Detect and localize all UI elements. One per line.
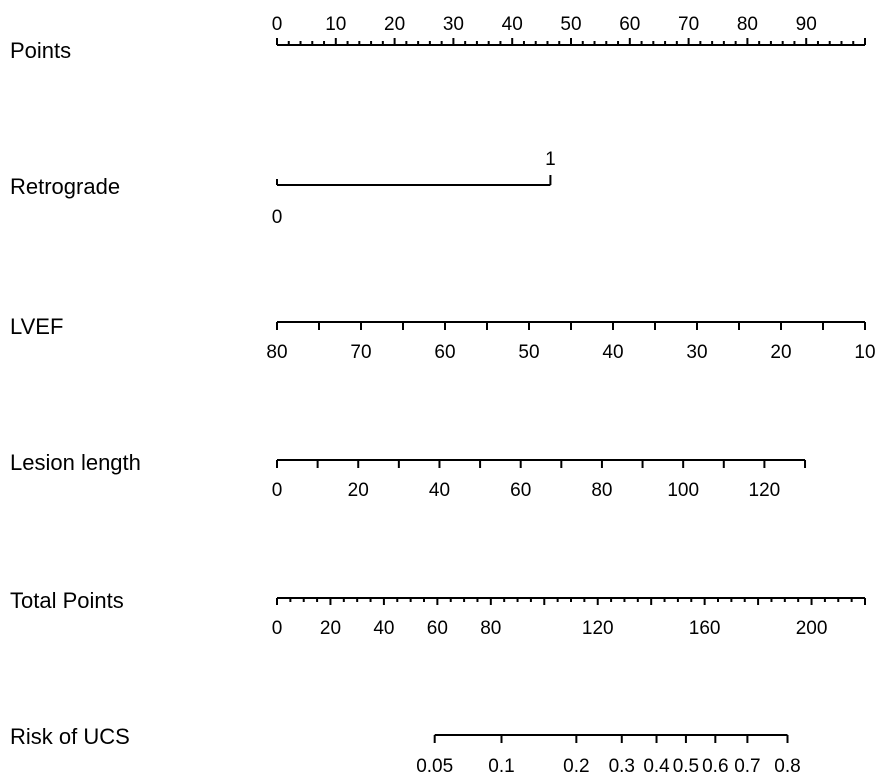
tick-label: 0.7 (734, 756, 760, 776)
tick-label: 50 (560, 14, 581, 35)
tick-label: 90 (796, 14, 817, 35)
tick-label: 160 (689, 618, 721, 639)
tick-label: 0.05 (416, 756, 453, 776)
tick-label: 0.2 (563, 756, 589, 776)
axis-label: LVEF (10, 314, 63, 339)
tick-label: 60 (427, 618, 448, 639)
tick-label: 80 (591, 480, 612, 501)
tick-label: 60 (510, 480, 531, 501)
tick-label: 0 (272, 618, 283, 639)
tick-label: 80 (737, 14, 758, 35)
tick-label: 10 (854, 342, 875, 363)
tick-label: 30 (686, 342, 707, 363)
tick-label: 20 (348, 480, 369, 501)
axis-points: Points 0 10 20 30 40 50 60 70 80 90 (10, 14, 866, 63)
tick-label: 20 (384, 14, 405, 35)
tick-label: 200 (796, 618, 828, 639)
axis-total-points: Total Points 0 20 40 60 80 120 160 200 (10, 588, 866, 639)
tick-label: 0 (272, 14, 283, 35)
tick-label: 40 (429, 480, 450, 501)
tick-label: 0 (272, 480, 283, 501)
tick-label: 80 (266, 342, 287, 363)
tick-label: 30 (443, 14, 464, 35)
tick-label: 20 (320, 618, 341, 639)
tick-label: 20 (770, 342, 791, 363)
tick-label: 0.5 (673, 756, 699, 776)
axis-lesion-length: Lesion length 0 20 40 60 80 100 120 (10, 450, 807, 501)
tick-label: 120 (749, 480, 781, 501)
category-label: 1 (545, 149, 556, 170)
axis-label: Retrograde (10, 174, 120, 199)
tick-label: 0.8 (774, 756, 800, 776)
tick-label: 0.1 (488, 756, 514, 776)
tick-label: 40 (373, 618, 394, 639)
axis-label: Risk of UCS (10, 724, 130, 749)
tick-label: 100 (667, 480, 699, 501)
tick-label: 0.6 (702, 756, 728, 776)
tick-label: 0.4 (643, 756, 670, 776)
tick-label: 40 (602, 342, 623, 363)
axis-risk-of-ucs: Risk of UCS 0.05 0.1 0.2 0.3 0.4 0.5 0.6 0.7 0.8 (10, 724, 801, 776)
axis-retrograde: Retrograde 0 1 (10, 149, 556, 228)
tick-label: 80 (480, 618, 501, 639)
tick-label: 120 (582, 618, 614, 639)
tick-label: 40 (502, 14, 523, 35)
axis-label: Total Points (10, 588, 124, 613)
tick-label: 60 (434, 342, 455, 363)
tick-label: 10 (325, 14, 346, 35)
tick-label: 50 (518, 342, 539, 363)
category-label: 0 (272, 207, 283, 228)
tick-label: 70 (678, 14, 699, 35)
axis-lvef: LVEF 80 70 60 50 40 30 20 10 (10, 314, 876, 363)
axis-label: Points (10, 38, 71, 63)
tick-label: 0.3 (609, 756, 635, 776)
tick-label: 60 (619, 14, 640, 35)
tick-label: 70 (350, 342, 371, 363)
axis-label: Lesion length (10, 450, 141, 475)
